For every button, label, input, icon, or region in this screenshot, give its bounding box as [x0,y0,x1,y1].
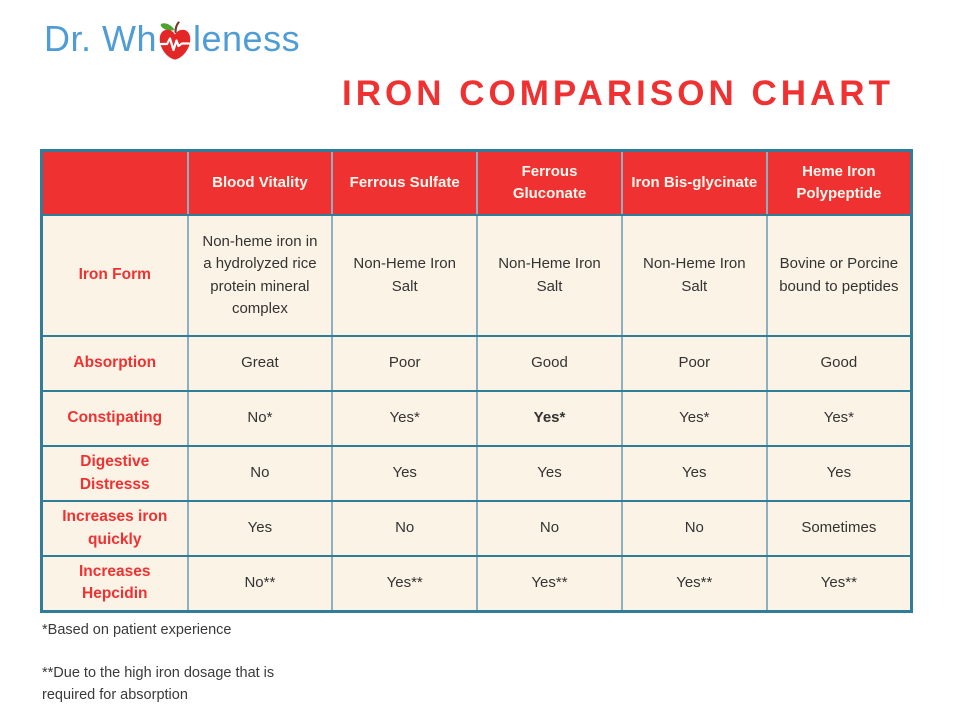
row-label: Absorption [40,335,189,392]
footnotes: *Based on patient experience **Due to th… [42,620,304,727]
table-cell: Yes [186,500,334,557]
table-cell: Yes** [331,555,479,612]
table-cell: Good [765,335,913,392]
table-cell: Yes** [765,555,913,612]
table-cell: Non-Heme Iron Salt [331,214,479,337]
column-header: Ferrous Sulfate [331,149,479,216]
table-row: Increases Hepcidin No** Yes** Yes** Yes** Yes… [40,555,913,612]
table-cell: Yes* [476,390,623,447]
logo-text-before: Dr. Wh [44,18,158,59]
table-cell: No [476,500,623,557]
table-row: Digestive Distresss No Yes Yes Yes Yes [40,445,913,502]
table-cell: No** [186,555,334,612]
table-cell: Yes** [620,555,768,612]
footnote-1: *Based on patient experience [42,622,232,638]
table-cell: Yes [765,445,913,502]
table-row: Iron Form Non-heme iron in a hydrolyzed r… [40,214,913,337]
column-header: Iron Bis-glycinate [620,149,768,216]
table-cell: No [620,500,768,557]
table-cell: Yes* [331,390,479,447]
column-header: Ferrous Gluconate [476,149,623,216]
table-cell: Sometimes [765,500,913,557]
table-cell: Yes** [476,555,623,612]
table-cell: Poor [331,335,479,392]
column-header: Blood Vitality [186,149,334,216]
table-cell: No [186,445,334,502]
table-cell: Yes [620,445,768,502]
row-label: Iron Form [40,214,189,337]
comparison-table: Blood Vitality Ferrous Sulfate Ferrous Glu… [40,149,913,613]
table-cell: Good [476,335,623,392]
corner-cell [40,149,189,216]
table-cell: Non-Heme Iron Salt [620,214,768,337]
logo: Dr. Wh leness [44,18,300,60]
table-cell: Yes [331,445,479,502]
table-row: Constipating No* Yes* Yes* Yes* Yes* [40,390,913,447]
page-title: IRON COMPARISON CHART [342,74,894,113]
row-label: Increases Hepcidin [40,555,189,612]
table-cell: Bovine or Porcine bound to peptides [765,214,913,337]
table-cell: Yes* [765,390,913,447]
logo-text-after: leness [193,18,301,59]
footnote-2: **Due to the high iron dosage that is re… [42,664,275,703]
table-cell: Poor [620,335,768,392]
apple-heartbeat-icon [159,21,191,60]
header-row: Blood Vitality Ferrous Sulfate Ferrous Glu… [40,149,913,216]
row-label: Constipating [40,390,189,447]
row-label: Digestive Distresss [40,445,189,502]
table-cell: Yes* [620,390,768,447]
table-row: Absorption Great Poor Good Poor Good [40,335,913,392]
column-header: Heme Iron Polypeptide [765,149,913,216]
table-row: Increases iron quickly Yes No No No Sometimes [40,500,913,557]
table-cell: Non-Heme Iron Salt [476,214,623,337]
table-cell: No* [186,390,334,447]
row-label: Increases iron quickly [40,500,189,557]
table-cell: Non-heme iron in a hydrolyzed rice prote… [186,214,334,337]
table-cell: No [331,500,479,557]
table-cell: Great [186,335,334,392]
table-cell: Yes [476,445,623,502]
